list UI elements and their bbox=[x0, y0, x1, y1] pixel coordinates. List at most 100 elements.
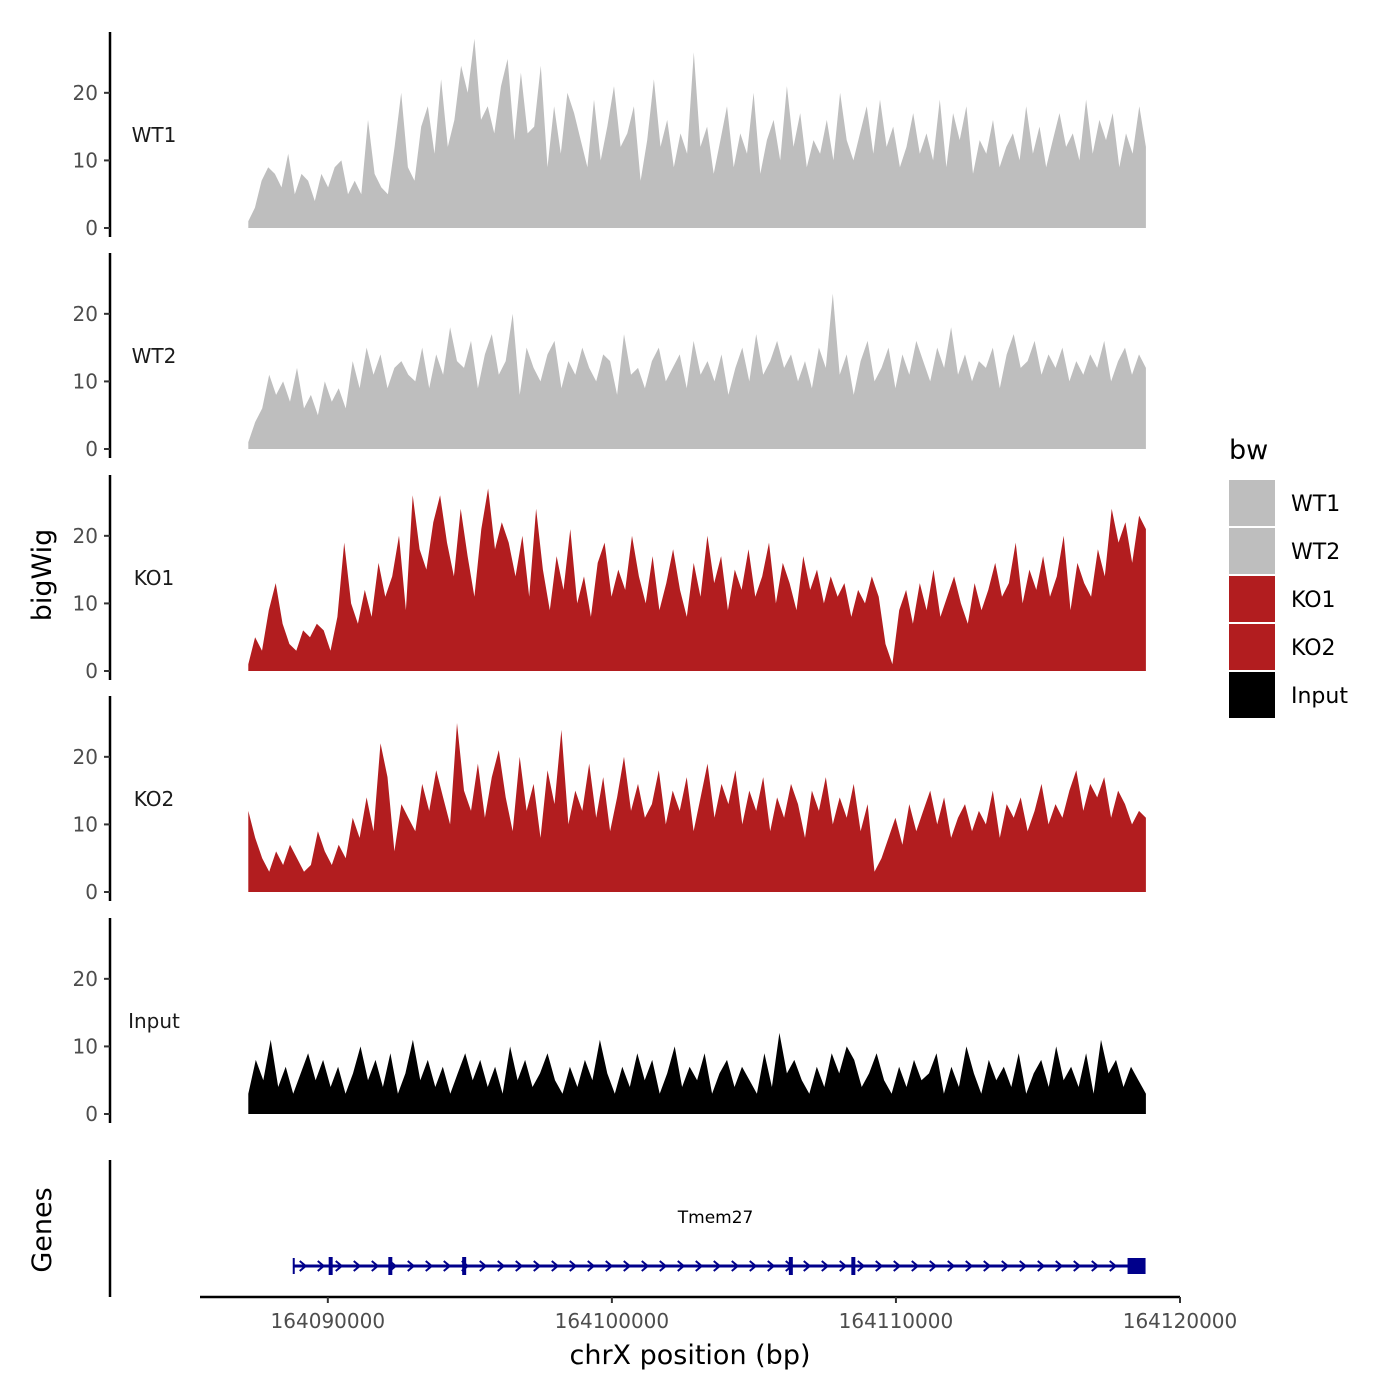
track-label: KO1 bbox=[134, 566, 175, 590]
legend-label-ko2: KO2 bbox=[1291, 636, 1336, 661]
track-wt1: 0 10 20 WT1 bbox=[73, 32, 1146, 240]
track-ko1: 0 10 20 KO1 bbox=[73, 475, 1146, 683]
strand-arrow bbox=[875, 1260, 884, 1272]
x-tick-label: 164110000 bbox=[839, 1309, 954, 1333]
strand-arrow bbox=[425, 1260, 434, 1272]
strand-arrow bbox=[677, 1260, 686, 1272]
y-tick-label: 0 bbox=[85, 880, 98, 904]
strand-arrow bbox=[1001, 1260, 1010, 1272]
strand-arrow bbox=[497, 1260, 506, 1272]
legend-label-wt1: WT1 bbox=[1291, 492, 1340, 517]
track-label: WT2 bbox=[132, 344, 177, 368]
legend-title: bw bbox=[1229, 435, 1268, 466]
exon bbox=[388, 1257, 393, 1275]
track-label: Input bbox=[128, 1009, 180, 1033]
y-tick-label: 0 bbox=[85, 659, 98, 683]
gene-label: Tmem27 bbox=[677, 1208, 754, 1228]
y-tick-label: 10 bbox=[73, 369, 98, 393]
gene-axis-title: Genes bbox=[27, 1187, 58, 1272]
strand-arrow bbox=[695, 1260, 704, 1272]
legend-label-wt2: WT2 bbox=[1291, 540, 1340, 565]
strand-arrow bbox=[1073, 1260, 1082, 1272]
strand-arrow bbox=[929, 1260, 938, 1272]
track-input: 0 10 20 Input bbox=[73, 918, 1146, 1126]
track-label: WT1 bbox=[132, 123, 177, 147]
exon bbox=[328, 1257, 333, 1275]
legend-key-ko2 bbox=[1229, 624, 1275, 670]
strand-arrow bbox=[317, 1260, 326, 1272]
strand-arrow bbox=[1091, 1260, 1100, 1272]
strand-arrow bbox=[479, 1260, 488, 1272]
strand-arrow bbox=[515, 1260, 524, 1272]
strand-arrow bbox=[335, 1260, 344, 1272]
area-ko2 bbox=[248, 723, 1146, 892]
y-tick-label: 10 bbox=[73, 591, 98, 615]
area-ko1 bbox=[248, 488, 1146, 671]
strand-arrow bbox=[299, 1260, 308, 1272]
strand-arrow bbox=[731, 1260, 740, 1272]
y-tick-label: 20 bbox=[73, 81, 98, 105]
strand-arrow bbox=[839, 1260, 848, 1272]
strand-arrow bbox=[587, 1260, 596, 1272]
legend-label-input: Input bbox=[1291, 684, 1348, 709]
strand-arrow bbox=[371, 1260, 380, 1272]
strand-arrow bbox=[605, 1260, 614, 1272]
y-axis-title: bigWig bbox=[27, 529, 58, 622]
strand-arrow bbox=[857, 1260, 866, 1272]
y-tick-label: 10 bbox=[73, 1034, 98, 1058]
strand-arrow bbox=[569, 1260, 578, 1272]
legend-label-ko1: KO1 bbox=[1291, 588, 1336, 613]
strand-arrow bbox=[1055, 1260, 1064, 1272]
x-axis: 164090000 164100000 164110000 164120000 bbox=[200, 1295, 1238, 1333]
y-tick-label: 10 bbox=[73, 812, 98, 836]
exon bbox=[851, 1257, 856, 1275]
strand-arrow bbox=[803, 1260, 812, 1272]
track-wt2: 0 10 20 WT2 bbox=[73, 253, 1146, 461]
y-tick-label: 20 bbox=[73, 967, 98, 991]
strand-arrow bbox=[659, 1260, 668, 1272]
tracks-panel: 0 10 20 WT1 0 10 20 WT2 0 10 20 KO1 0 10 20 KO2 0 10 20 Inp… bbox=[73, 32, 1146, 1126]
y-tick-label: 0 bbox=[85, 1102, 98, 1126]
y-tick-label: 20 bbox=[73, 745, 98, 769]
strand-arrow bbox=[1109, 1260, 1118, 1272]
strand-arrow bbox=[893, 1260, 902, 1272]
strand-arrow bbox=[947, 1260, 956, 1272]
x-tick-label: 164100000 bbox=[555, 1309, 670, 1333]
y-tick-label: 20 bbox=[73, 524, 98, 548]
strand-arrow bbox=[641, 1260, 650, 1272]
legend-key-wt2 bbox=[1229, 528, 1275, 574]
y-tick-label: 10 bbox=[73, 148, 98, 172]
strand-arrow bbox=[443, 1260, 452, 1272]
x-tick-label: 164120000 bbox=[1123, 1309, 1238, 1333]
strand-arrow bbox=[1019, 1260, 1028, 1272]
area-input bbox=[248, 1032, 1146, 1114]
strand-arrow bbox=[353, 1260, 362, 1272]
x-tick-label: 164090000 bbox=[271, 1309, 386, 1333]
track-ko2: 0 10 20 KO2 bbox=[73, 696, 1146, 904]
legend-key-input bbox=[1229, 672, 1275, 718]
area-wt2 bbox=[248, 293, 1146, 449]
strand-arrow bbox=[551, 1260, 560, 1272]
gene-track-panel: Tmem27 bbox=[108, 1160, 1146, 1297]
y-tick-label: 20 bbox=[73, 302, 98, 326]
strand-arrow bbox=[749, 1260, 758, 1272]
strand-arrow bbox=[713, 1260, 722, 1272]
track-label: KO2 bbox=[134, 787, 175, 811]
strand-arrow bbox=[533, 1260, 542, 1272]
strand-arrow bbox=[767, 1260, 776, 1272]
x-axis-title: chrX position (bp) bbox=[569, 1340, 810, 1371]
y-tick-label: 0 bbox=[85, 437, 98, 461]
strand-arrow bbox=[983, 1260, 992, 1272]
y-tick-label: 0 bbox=[85, 216, 98, 240]
exon bbox=[1127, 1258, 1146, 1274]
exon bbox=[788, 1257, 793, 1275]
strand-arrow bbox=[821, 1260, 830, 1272]
area-wt1 bbox=[248, 38, 1146, 228]
exon bbox=[462, 1257, 467, 1275]
legend-key-wt1 bbox=[1229, 480, 1275, 526]
legend-key-ko1 bbox=[1229, 576, 1275, 622]
strand-arrow bbox=[965, 1260, 974, 1272]
strand-arrow bbox=[623, 1260, 632, 1272]
strand-arrow bbox=[911, 1260, 920, 1272]
